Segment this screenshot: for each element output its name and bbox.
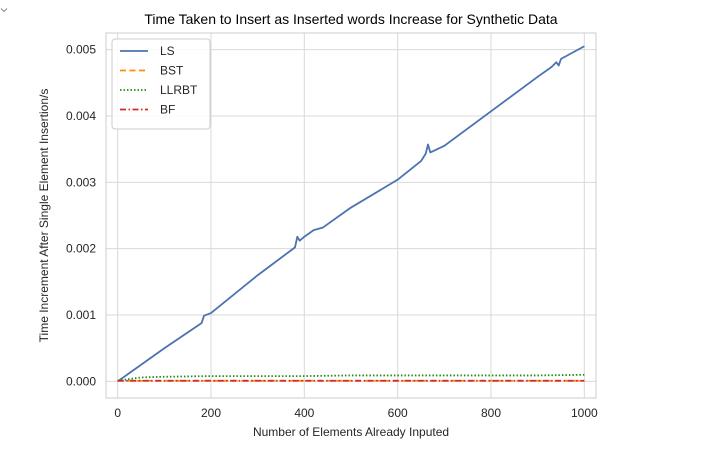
x-tick-label: 1000 bbox=[571, 406, 598, 420]
x-tick-label: 400 bbox=[294, 406, 314, 420]
legend-label: BST bbox=[160, 64, 184, 78]
chevron-down-icon[interactable] bbox=[0, 6, 8, 14]
x-axis-label: Number of Elements Already Inputed bbox=[253, 425, 449, 439]
y-tick-label: 0.005 bbox=[66, 43, 96, 57]
chart-title: Time Taken to Insert as Inserted words I… bbox=[144, 11, 557, 27]
x-tick-label: 800 bbox=[481, 406, 501, 420]
x-tick-label: 600 bbox=[388, 406, 408, 420]
x-tick-label: 200 bbox=[201, 406, 221, 420]
y-tick-label: 0.003 bbox=[66, 175, 96, 189]
y-tick-label: 0.001 bbox=[66, 308, 96, 322]
plot-frame bbox=[105, 32, 597, 399]
legend-box bbox=[111, 38, 211, 130]
y-tick-label: 0.004 bbox=[66, 109, 96, 123]
series-layer bbox=[117, 45, 585, 383]
tick-layer: 0 200 400 600 800 1000 0.000 0.001 0.002 0.003 0.0… bbox=[66, 43, 598, 420]
series-line-ls bbox=[117, 45, 585, 383]
y-axis-label: Time Increment After Single Element Inse… bbox=[37, 89, 51, 343]
y-tick-label: 0.000 bbox=[66, 374, 96, 388]
legend-label: LLRBT bbox=[160, 83, 198, 97]
x-tick-label: 0 bbox=[114, 406, 121, 420]
y-tick-label: 0.002 bbox=[66, 242, 96, 256]
legend: LS BST LLRBT BF bbox=[111, 38, 211, 130]
legend-label: LS bbox=[160, 44, 175, 58]
legend-label: BF bbox=[160, 103, 175, 117]
series-line-llrbt bbox=[117, 373, 585, 382]
